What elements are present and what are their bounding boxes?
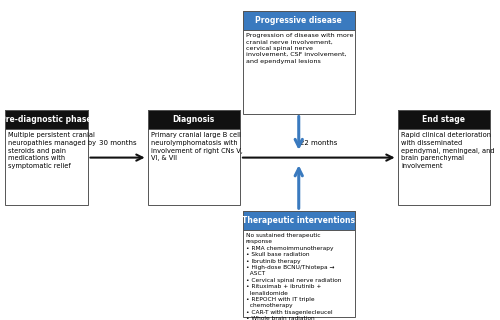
Text: No sustained therapeutic
response
• RMA chemoimmunotherapy
• Skull base radiatio: No sustained therapeutic response • RMA …	[246, 233, 342, 320]
FancyBboxPatch shape	[242, 11, 355, 114]
Text: Multiple persistent cranial
neuropathies managed by
steroids and pain
medication: Multiple persistent cranial neuropathies…	[8, 132, 96, 169]
Text: 22 months: 22 months	[300, 140, 338, 147]
Text: Therapeutic interventions: Therapeutic interventions	[242, 216, 355, 225]
Text: 30 months: 30 months	[98, 140, 136, 147]
Text: Rapid clinical deterioration
with disseminated
ependymal, meningeal, and
brain p: Rapid clinical deterioration with dissem…	[401, 132, 494, 169]
FancyBboxPatch shape	[242, 11, 355, 30]
FancyBboxPatch shape	[148, 110, 240, 129]
Text: Pre-diagnostic phase: Pre-diagnostic phase	[0, 115, 92, 124]
FancyBboxPatch shape	[242, 211, 355, 317]
FancyBboxPatch shape	[242, 211, 355, 230]
FancyBboxPatch shape	[5, 110, 87, 205]
FancyBboxPatch shape	[5, 110, 87, 129]
FancyBboxPatch shape	[148, 110, 240, 205]
Text: Progression of disease with more
cranial nerve involvement,
cervical spinal nerv: Progression of disease with more cranial…	[246, 33, 354, 64]
Text: End stage: End stage	[422, 115, 466, 124]
Text: Primary cranial large B cell
neurolymphomatosis with
involvement of right CNs V,: Primary cranial large B cell neurolympho…	[151, 132, 243, 161]
Text: Diagnosis: Diagnosis	[172, 115, 215, 124]
FancyBboxPatch shape	[398, 110, 490, 205]
FancyBboxPatch shape	[398, 110, 490, 129]
Text: Progressive disease: Progressive disease	[256, 16, 342, 25]
